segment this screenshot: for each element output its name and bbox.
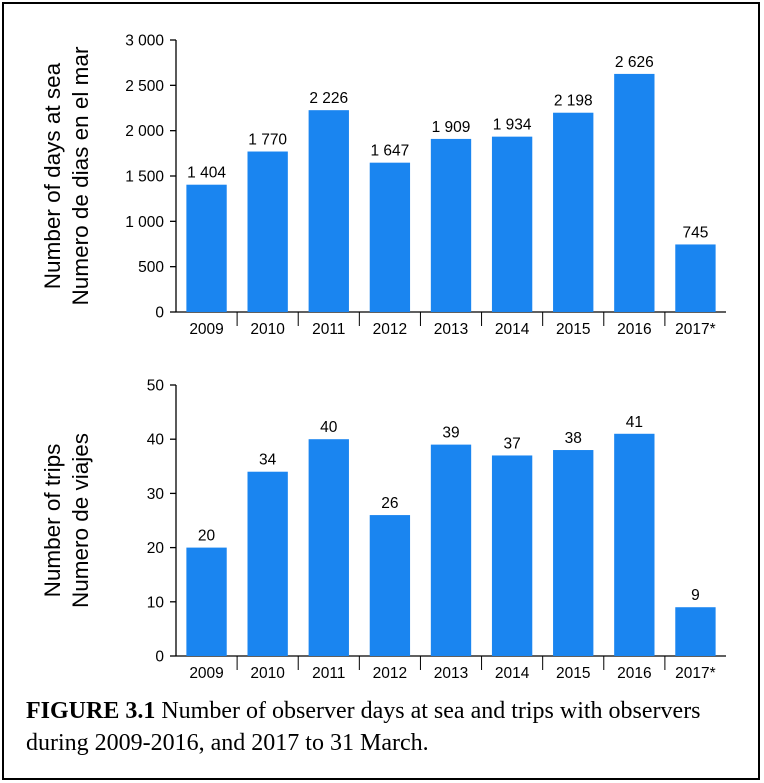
trips-bar-8 — [675, 607, 716, 656]
days-bar-value-4: 1 909 — [432, 119, 471, 136]
days-xtick-label-8: 2017* — [675, 321, 716, 338]
days-bar-4 — [430, 138, 472, 312]
days-ytick-label: 2 000 — [125, 123, 164, 140]
trips-bar-4 — [430, 444, 472, 656]
days-bar-value-6: 2 198 — [554, 93, 593, 110]
trips-ytick-label: 0 — [155, 649, 164, 666]
trips-ytick-label: 40 — [147, 432, 165, 449]
figure-caption-label: FIGURE 3.1 — [26, 698, 156, 724]
trips-bar-1 — [247, 471, 288, 656]
trips-xtick-label-7: 2016 — [617, 665, 651, 682]
trips-xtick-label-8: 2017* — [675, 665, 716, 682]
trips-bar-value-0: 20 — [198, 528, 216, 545]
days-xtick-label-5: 2014 — [495, 321, 530, 338]
trips-xtick-label-2: 2011 — [312, 665, 345, 682]
trips-xtick-label-3: 2012 — [373, 665, 407, 682]
days-bar-2 — [308, 110, 349, 313]
days-xtick-label-3: 2012 — [373, 321, 407, 338]
days-bar-value-7: 2 626 — [615, 54, 654, 71]
trips-xtick-label-1: 2010 — [250, 665, 285, 682]
days-ytick-label: 500 — [138, 259, 164, 276]
days-ytick-label: 1 000 — [125, 214, 164, 231]
trips-xtick-label-0: 2009 — [189, 665, 223, 682]
trips-bar-value-4: 39 — [442, 425, 459, 442]
days-bar-value-1: 1 770 — [248, 132, 287, 149]
days-bar-5 — [491, 136, 533, 312]
days-xtick-label-0: 2009 — [189, 321, 223, 338]
trips-bar-3 — [369, 515, 411, 656]
days-bar-7 — [614, 73, 655, 312]
days-ytick-label: 3 000 — [125, 33, 164, 50]
trips-bar-value-3: 26 — [381, 495, 398, 512]
trips-ytick-label: 10 — [147, 594, 165, 611]
days-bar-value-2: 2 226 — [309, 90, 348, 107]
days-ylabel-line-0: Number of days at sea — [40, 62, 65, 289]
days-ytick-label: 1 500 — [125, 169, 164, 186]
days-xtick-label-7: 2016 — [617, 321, 651, 338]
trips-xtick-label-5: 2014 — [495, 665, 530, 682]
trips-ytick-label: 30 — [147, 486, 165, 503]
trips-bar-6 — [553, 450, 594, 656]
days-xtick-label-6: 2015 — [556, 321, 590, 338]
days-xtick-label-2: 2011 — [312, 321, 345, 338]
trips-xtick-label-6: 2015 — [556, 665, 590, 682]
days-bar-3 — [369, 162, 411, 312]
days-bar-8 — [675, 244, 716, 312]
days-bar-value-3: 1 647 — [370, 143, 409, 160]
days-bar-value-0: 1 404 — [187, 165, 226, 182]
days-bar-0 — [186, 184, 227, 312]
trips-ylabel-line-0: Number of trips — [40, 444, 65, 598]
trips-bar-value-6: 38 — [565, 430, 582, 447]
days-bar-value-5: 1 934 — [493, 117, 532, 134]
days-bar-1 — [247, 151, 288, 312]
days-bar-6 — [553, 112, 594, 313]
trips-bar-2 — [308, 439, 349, 656]
trips-xtick-label-4: 2013 — [434, 665, 468, 682]
days-ytick-label: 0 — [155, 305, 164, 322]
trips-chart: Number of trips Numero de viajes 0 10 20 30 40… — [40, 378, 726, 682]
trips-bar-value-5: 37 — [503, 435, 520, 452]
trips-ytick-label: 20 — [147, 540, 165, 557]
bar-charts: Number of days at sea Numero de dias en e… — [40, 33, 726, 682]
trips-bar-5 — [491, 455, 533, 656]
trips-bar-value-8: 9 — [691, 587, 700, 604]
trips-bar-7 — [614, 433, 655, 656]
days-xtick-label-1: 2010 — [250, 321, 285, 338]
trips-bar-value-7: 41 — [626, 414, 643, 431]
days-ylabel-line-1: Numero de dias en el mar — [68, 46, 93, 305]
days-at-sea-chart: Number of days at sea Numero de dias en e… — [40, 33, 726, 338]
figure-caption-text: Number of observer days at sea and trips… — [26, 698, 701, 756]
trips-bar-0 — [186, 547, 227, 656]
days-bar-value-8: 745 — [683, 224, 709, 241]
trips-ytick-label: 50 — [147, 378, 165, 395]
days-ytick-label: 2 500 — [125, 78, 164, 95]
days-xtick-label-4: 2013 — [434, 321, 468, 338]
trips-ylabel-line-1: Numero de viajes — [68, 433, 93, 608]
trips-bar-value-1: 34 — [259, 452, 277, 469]
trips-bar-value-2: 40 — [320, 419, 338, 436]
figure-caption: FIGURE 3.1 Number of observer days at se… — [26, 695, 746, 759]
